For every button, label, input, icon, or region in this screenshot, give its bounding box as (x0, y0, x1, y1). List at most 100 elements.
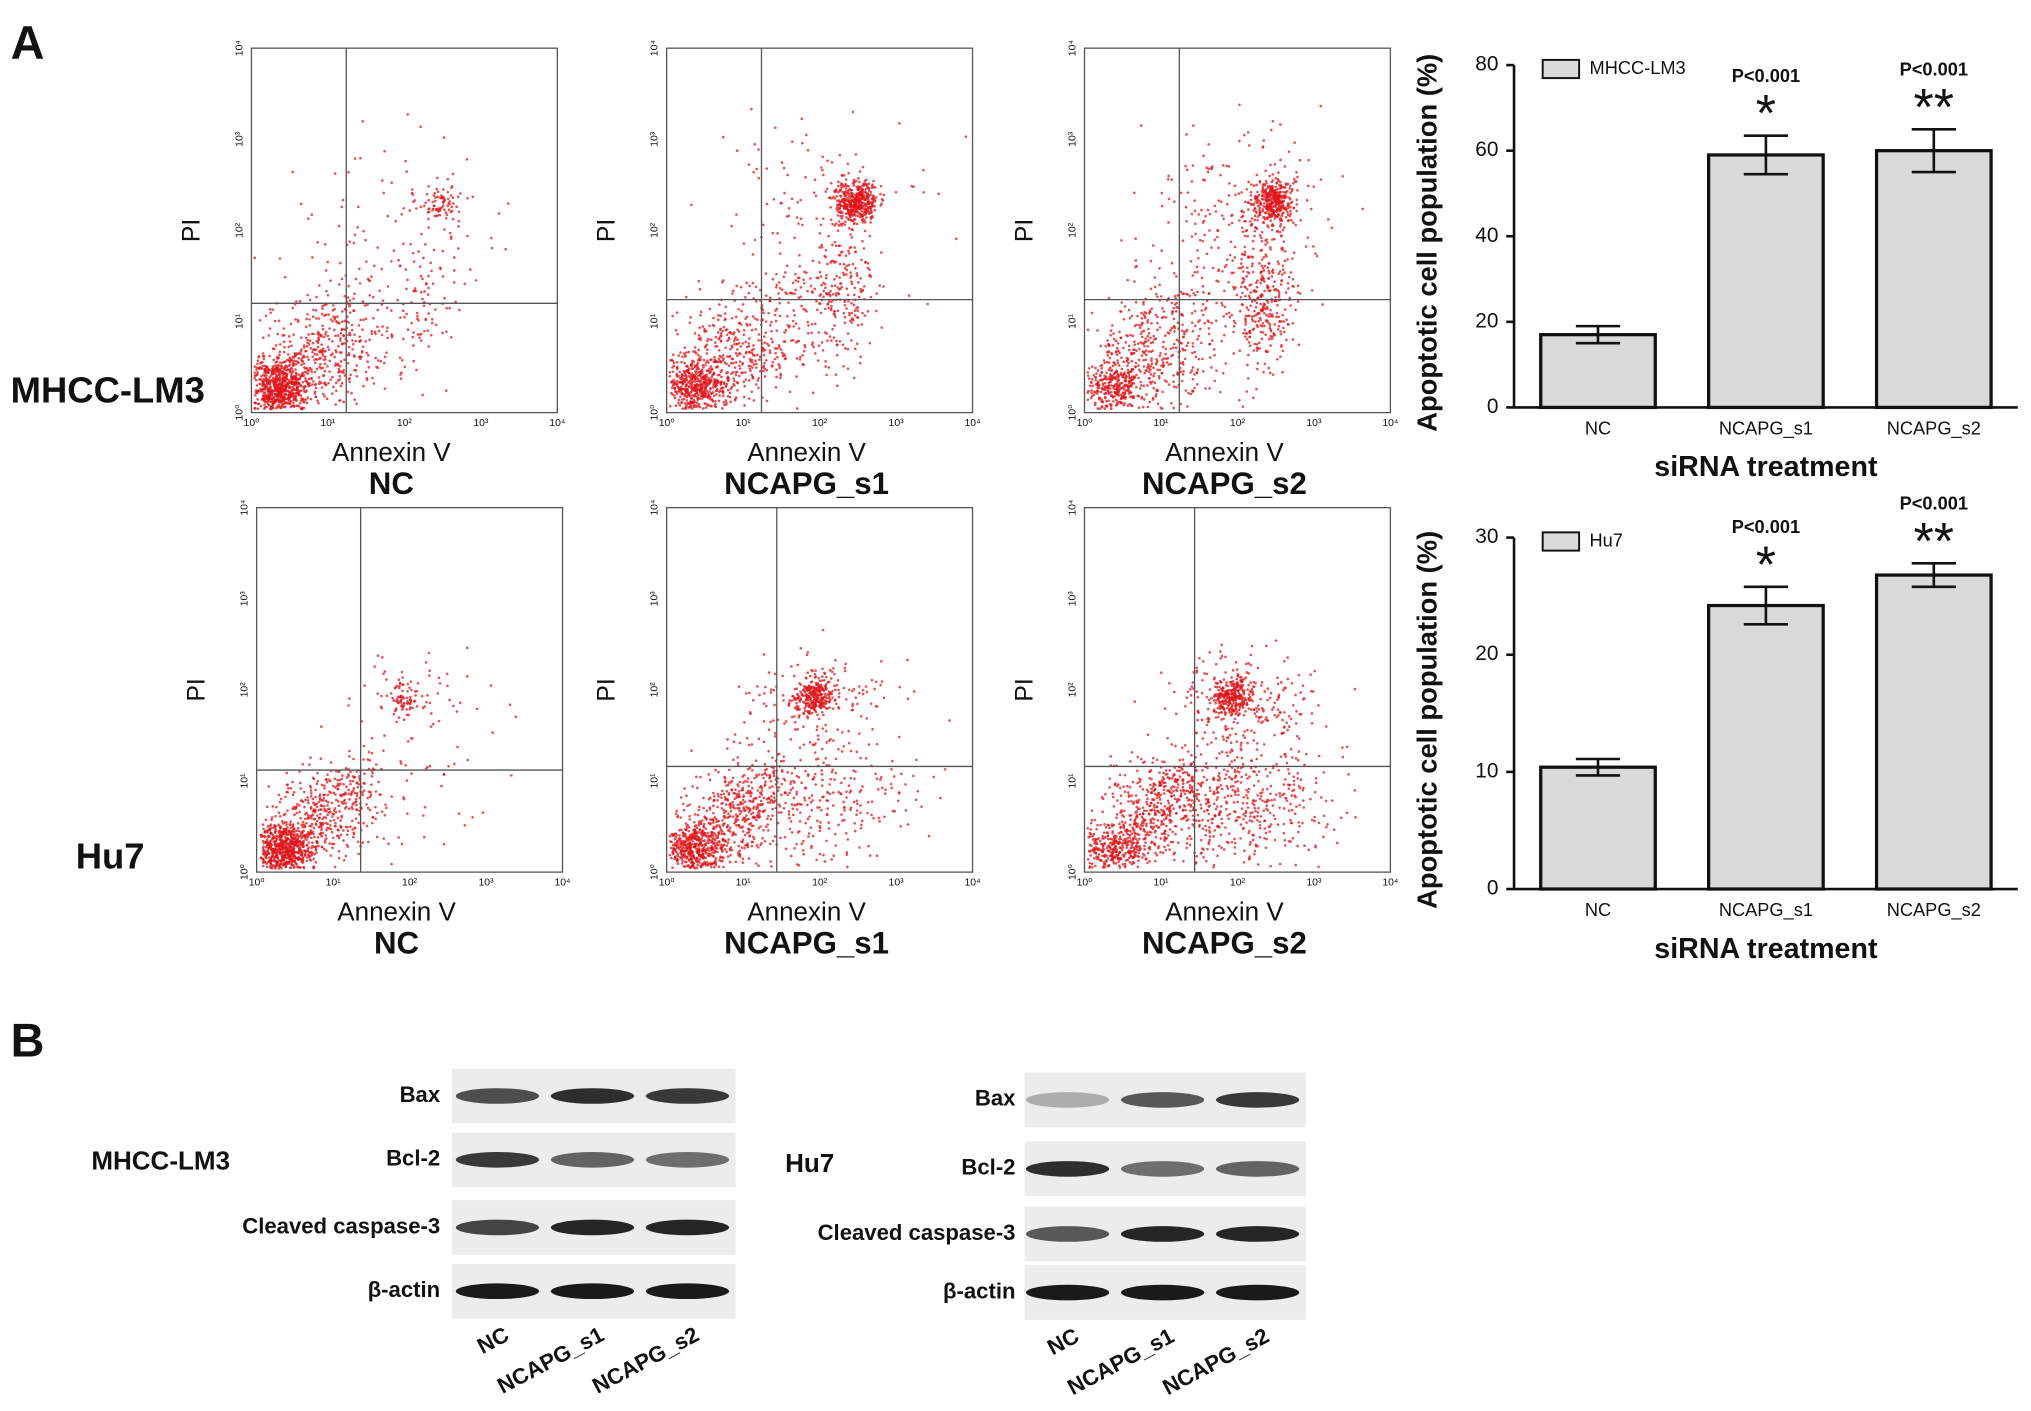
event-dot (862, 212, 865, 216)
event-dot (741, 303, 745, 306)
event-dot (272, 358, 275, 362)
event-dot (1140, 317, 1144, 320)
event-dot (1245, 187, 1249, 191)
event-dot (1106, 339, 1109, 342)
event-dot (411, 335, 415, 339)
event-dot (778, 376, 782, 380)
event-dot (806, 148, 810, 152)
event-dot (421, 393, 424, 397)
event-dot (1125, 375, 1128, 379)
event-dot (1103, 381, 1107, 385)
event-dot (1203, 321, 1206, 325)
event-dot (846, 162, 850, 166)
event-dot (1277, 324, 1281, 328)
event-dot (284, 374, 287, 377)
event-dot (1086, 328, 1090, 332)
event-dot (1130, 378, 1134, 381)
event-dot (843, 315, 847, 319)
event-dot (1262, 302, 1266, 305)
event-dot (422, 204, 426, 208)
event-dot (323, 369, 327, 373)
event-dot (842, 273, 846, 277)
event-dot (713, 359, 717, 363)
event-dot (350, 391, 353, 395)
event-dot (1295, 209, 1298, 213)
event-dot (321, 392, 325, 396)
event-dot (339, 339, 342, 342)
event-dot (790, 292, 794, 295)
event-dot (723, 318, 727, 322)
event-dot (1205, 252, 1209, 256)
event-dot (737, 307, 740, 311)
event-dot (256, 407, 260, 411)
event-dot (284, 397, 288, 401)
event-dot (742, 380, 746, 384)
event-dot (1306, 184, 1310, 188)
event-dot (1153, 338, 1156, 341)
event-dot (318, 350, 322, 354)
event-dot (339, 360, 343, 363)
event-dot (337, 344, 340, 348)
event-dot (351, 348, 354, 351)
event-dot (849, 209, 853, 213)
event-dot (837, 220, 841, 223)
event-dot (442, 188, 445, 191)
event-dot (1239, 285, 1243, 289)
event-dot (1291, 284, 1294, 288)
event-dot (1269, 328, 1273, 332)
event-dot (335, 350, 338, 354)
event-dot (315, 295, 318, 299)
event-dot (1271, 173, 1275, 176)
event-dot (258, 382, 261, 386)
event-dot (425, 281, 428, 285)
event-dot (1262, 307, 1265, 311)
event-dot (1252, 349, 1256, 352)
event-dot (846, 293, 850, 297)
event-dot (732, 377, 735, 380)
event-dot (1195, 265, 1199, 269)
event-dot (750, 328, 754, 332)
event-dot (278, 848, 282, 852)
event-dot (821, 155, 825, 159)
event-dot (1282, 240, 1286, 244)
event-dot (787, 206, 791, 210)
event-dot (780, 201, 783, 205)
event-dot (747, 291, 751, 295)
event-dot (413, 287, 417, 290)
event-dot (1264, 243, 1267, 246)
event-dot (1183, 332, 1186, 336)
event-dot (1133, 348, 1136, 351)
event-dot (1156, 295, 1159, 298)
event-dot (830, 304, 833, 308)
event-dot (418, 333, 422, 336)
event-dot (253, 376, 256, 380)
event-dot (719, 340, 723, 343)
event-dot (1148, 376, 1151, 380)
event-dot (349, 373, 352, 377)
event-dot (833, 284, 837, 288)
event-dot (400, 358, 404, 362)
event-dot (1247, 341, 1251, 344)
event-dot (826, 303, 829, 306)
event-dot (788, 390, 792, 394)
event-dot (721, 407, 724, 410)
event-dot (735, 284, 738, 288)
event-dot (302, 400, 305, 404)
event-dot (317, 338, 320, 342)
event-dot (1196, 270, 1199, 274)
event-dot (1243, 245, 1247, 249)
event-dot (336, 363, 340, 367)
event-dot (299, 336, 303, 339)
event-dot (1129, 391, 1133, 395)
event-dot (1137, 347, 1141, 351)
event-dot (855, 274, 859, 277)
event-dot (253, 407, 256, 410)
event-dot (818, 231, 822, 235)
event-dot (1115, 376, 1118, 380)
event-dot (292, 405, 296, 408)
event-dot (1287, 287, 1290, 290)
event-dot (790, 140, 794, 143)
event-dot (1115, 346, 1119, 350)
event-dot (440, 206, 444, 209)
event-dot (704, 395, 708, 399)
